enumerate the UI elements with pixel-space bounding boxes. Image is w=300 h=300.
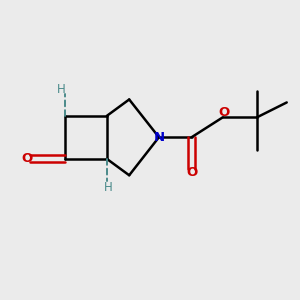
Text: N: N: [153, 131, 164, 144]
Text: O: O: [186, 167, 197, 179]
Text: O: O: [22, 152, 33, 165]
Text: H: H: [104, 181, 113, 194]
Text: O: O: [219, 106, 230, 119]
Text: H: H: [56, 82, 65, 96]
